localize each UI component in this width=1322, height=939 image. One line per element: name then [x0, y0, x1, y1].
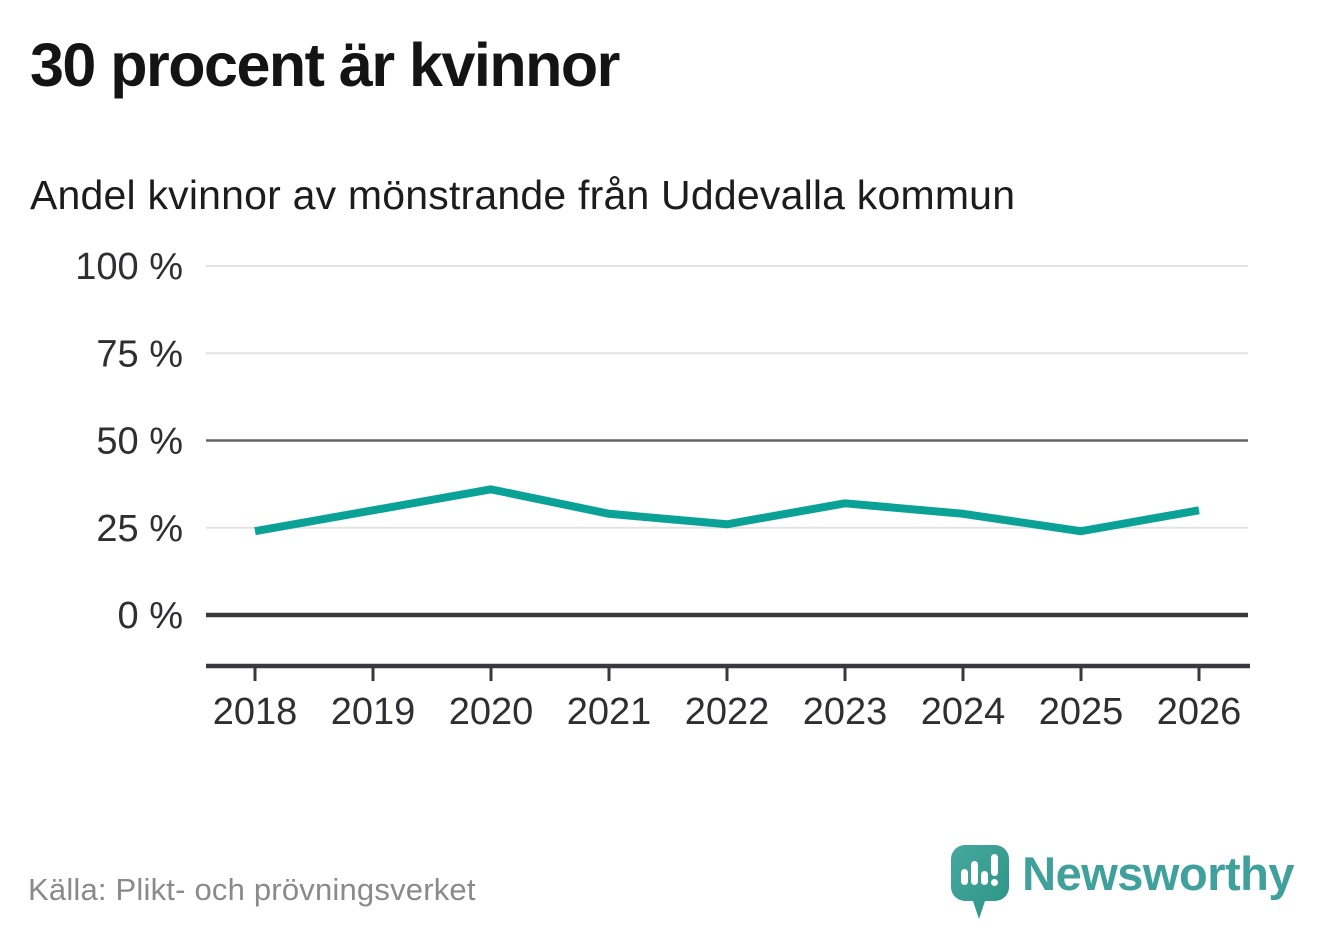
source-text: Källa: Plikt- och prövningsverket [28, 872, 476, 907]
logo-bar-1 [961, 869, 969, 885]
speech-bubble-shape [951, 845, 1010, 919]
newsworthy-wordmark: Newsworthy [1022, 847, 1294, 900]
logo-exclamation-dot [991, 879, 999, 886]
x-tick-label: 2022 [685, 691, 770, 733]
y-tick-label: 100 % [75, 246, 183, 288]
y-tick-label: 0 % [118, 595, 183, 637]
newsworthy-logo-icon [951, 845, 1010, 919]
x-tick-label: 2020 [449, 691, 534, 733]
x-tick-label: 2021 [567, 691, 652, 733]
newsworthy-logo: Newsworthy [951, 845, 1294, 923]
x-tick-label: 2024 [921, 691, 1006, 733]
x-tick-label: 2019 [331, 691, 416, 733]
x-tick-label: 2023 [803, 691, 888, 733]
chart-title: 30 procent är kvinnor [30, 31, 620, 99]
x-tick-label: 2026 [1157, 691, 1242, 733]
logo-bar-3 [981, 871, 989, 885]
chart-subtitle: Andel kvinnor av mönstrande från Uddeval… [30, 172, 1016, 218]
logo-bar-2 [971, 861, 979, 885]
y-tick-label: 75 % [96, 333, 183, 375]
x-tick-label: 2025 [1039, 691, 1124, 733]
y-tick-label: 25 % [96, 508, 183, 550]
x-tick-label: 2018 [213, 691, 298, 733]
data-line [254, 485, 1200, 536]
logo-exclamation-bar [991, 854, 999, 876]
y-tick-label: 50 % [96, 421, 183, 463]
